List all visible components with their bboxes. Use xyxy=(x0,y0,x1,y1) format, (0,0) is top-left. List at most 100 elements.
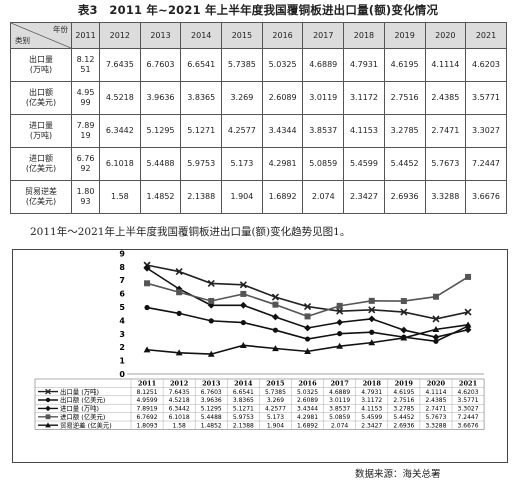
legend-label: 贸易逆差 (亿美元) xyxy=(60,420,112,429)
data-label: 3.6676 xyxy=(458,422,479,429)
data-cell: 5.0859 xyxy=(302,147,345,181)
data-label: 3.9636 xyxy=(201,397,222,404)
corner-diagonal xyxy=(11,23,71,48)
data-table: 年份 类别 2011 2012 2013 2014 2015 2016 2017 2018 2019… xyxy=(10,22,507,214)
data-label: 1.4852 xyxy=(201,422,222,429)
point-marker xyxy=(272,345,279,352)
data-label: 6.3442 xyxy=(169,406,190,413)
point-marker xyxy=(432,333,440,341)
year-header: 2017 xyxy=(302,22,345,49)
cell-2011-line2: 93 xyxy=(80,197,91,206)
cell-2011-line2: 99 xyxy=(80,98,91,107)
data-label: 3.3027 xyxy=(458,406,479,413)
series-line xyxy=(146,306,469,343)
data-label: 3.0119 xyxy=(329,397,350,404)
row-label: 贸易逆差 (亿美元) xyxy=(10,180,72,214)
legend-key-marker xyxy=(45,414,51,420)
data-label: 3.8537 xyxy=(329,406,350,413)
x-tick-label: 2012 xyxy=(170,380,188,388)
data-cell: 1.904 xyxy=(221,180,263,214)
point-marker xyxy=(369,329,375,335)
point-marker xyxy=(368,339,376,346)
point-marker xyxy=(432,325,440,332)
point-marker xyxy=(432,315,440,323)
data-label: 4.2981 xyxy=(297,414,318,421)
x-tick-label: 2019 xyxy=(395,380,414,388)
row-label-name: 进口量 xyxy=(29,121,53,130)
data-cell: 4.5218 xyxy=(99,81,141,115)
cell-2011-line2: 19 xyxy=(80,131,91,140)
data-label: 2.6089 xyxy=(297,397,318,404)
legend-key-marker xyxy=(45,388,51,395)
y-tick-label: 4 xyxy=(119,316,125,325)
row-label-unit: (亿美元) xyxy=(25,197,57,206)
data-cell: 6.6541 xyxy=(180,48,223,82)
y-tick-label: 9 xyxy=(119,250,125,258)
data-label: 2.7471 xyxy=(425,406,446,413)
data-label: 4.6203 xyxy=(458,389,479,396)
point-marker xyxy=(400,298,407,305)
point-marker xyxy=(175,285,183,293)
line-chart: 0 1 2 3 4 5 6 7 8 9 2011 2012 2013 2014 2015 2016 2017 20… xyxy=(34,249,485,430)
data-label: 3.8365 xyxy=(233,397,254,404)
table-title: 表3 2011 年~2021 年上半年度我国覆铜板进出口量(额)变化情况 xyxy=(77,3,439,17)
data-label: 4.2577 xyxy=(265,406,286,413)
point-marker xyxy=(240,290,247,297)
data-cell: 2.3427 xyxy=(343,180,385,214)
y-tick-label: 5 xyxy=(119,303,125,312)
x-tick-label: 2016 xyxy=(298,380,317,388)
y-tick-label: 0 xyxy=(119,370,125,379)
corner-category-label: 类别 xyxy=(15,36,30,45)
point-marker xyxy=(464,308,472,316)
year-header: 2011 xyxy=(71,22,100,49)
point-marker xyxy=(400,308,408,316)
data-cell: 4.7931 xyxy=(343,48,385,82)
data-cell: 3.269 xyxy=(221,81,263,115)
data-cell: 4.2577 xyxy=(221,114,263,148)
data-cell: 4.6203 xyxy=(465,48,507,82)
row-label-unit: (万吨) xyxy=(29,65,53,74)
data-cell: 2.7516 xyxy=(383,81,426,115)
data-cell: 4.1114 xyxy=(424,48,467,82)
data-cell: 2.1388 xyxy=(180,180,223,214)
point-marker xyxy=(304,313,311,320)
cell-2011: 6.76 92 xyxy=(71,147,100,181)
data-label: 2.074 xyxy=(331,422,348,429)
data-label: 5.4599 xyxy=(361,414,382,421)
point-marker xyxy=(432,293,439,300)
table-row: 进口额 (亿美元) 6.76 92 6.1018 5.4488 5.9753 5.173 4.2… xyxy=(10,147,507,181)
point-marker xyxy=(207,301,215,309)
row-label-unit: (亿美元) xyxy=(25,164,57,173)
data-label: 1.8093 xyxy=(137,422,158,429)
row-label: 进口额 (亿美元) xyxy=(10,147,72,181)
point-marker xyxy=(368,297,375,304)
cell-2011: 8.12 51 xyxy=(71,48,100,82)
data-label: 8.1251 xyxy=(137,389,158,396)
point-marker xyxy=(239,341,247,348)
data-label: 6.7692 xyxy=(137,414,158,421)
cell-2011-line1: 8.12 xyxy=(76,55,95,64)
table-row: 贸易逆差 (亿美元) 1.80 93 1.58 1.4852 2.1388 1.904 1.68… xyxy=(10,180,507,214)
x-tick-label: 2021 xyxy=(459,380,477,388)
data-label: 5.0325 xyxy=(297,389,318,396)
year-header: 2021 xyxy=(465,22,507,49)
chart-frame: 0 1 2 3 4 5 6 7 8 9 2011 2012 2013 2014 2015 2016 2017 20… xyxy=(12,249,508,463)
data-label: 4.5218 xyxy=(169,397,190,404)
data-cell: 2.074 xyxy=(302,180,345,214)
point-marker xyxy=(208,297,215,304)
data-cell: 5.7385 xyxy=(221,48,263,82)
point-marker xyxy=(208,318,214,324)
data-cell: 3.2785 xyxy=(383,114,426,148)
legend-label: 进口额 (亿美元) xyxy=(60,412,105,421)
point-marker xyxy=(304,336,311,342)
point-marker xyxy=(464,321,472,328)
row-label-name: 出口量 xyxy=(29,55,53,64)
point-marker xyxy=(433,338,439,344)
data-cell: 3.8537 xyxy=(302,114,345,148)
data-label: 6.1018 xyxy=(169,414,190,421)
row-label-name: 贸易逆差 xyxy=(25,187,57,196)
data-label: 5.7673 xyxy=(425,414,446,421)
table-corner-header: 年份 类别 xyxy=(10,22,72,49)
y-tick-label: 8 xyxy=(119,263,125,272)
y-tick-label: 1 xyxy=(119,357,125,366)
